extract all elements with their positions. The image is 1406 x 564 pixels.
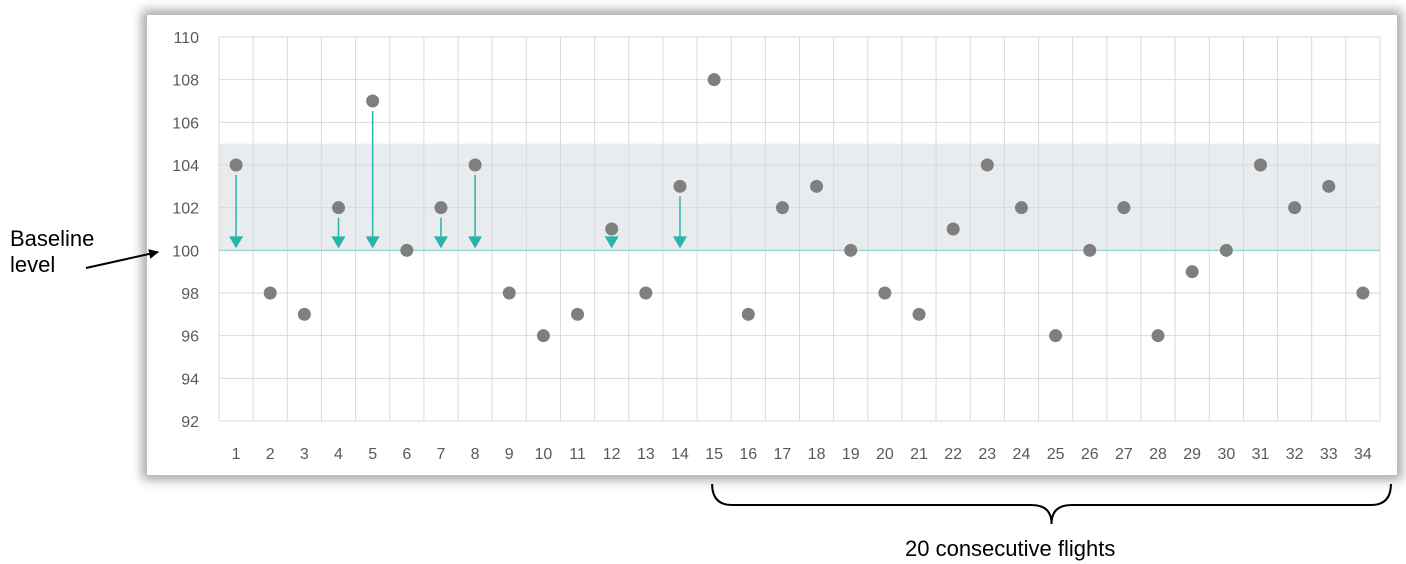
x-tick-label: 12	[603, 446, 621, 463]
data-point	[1356, 286, 1370, 300]
data-point	[912, 307, 926, 321]
x-tick-label: 32	[1286, 446, 1304, 463]
baseline-level-label: Baseline level	[10, 226, 94, 279]
data-point	[1288, 201, 1302, 215]
y-tick-label: 94	[181, 371, 199, 388]
points-layer	[229, 73, 1370, 343]
x-tick-label: 34	[1354, 446, 1372, 463]
y-tick-label: 98	[181, 286, 199, 303]
data-point	[1083, 243, 1097, 257]
x-tick-label: 28	[1149, 446, 1167, 463]
y-tick-label: 102	[172, 201, 199, 218]
chart-frame: 92 94 96 98 100 102 104 106 108 110 1 2 3 4 5 6 7 8 9 10 11…	[146, 14, 1398, 476]
x-tick-label: 9	[505, 446, 514, 463]
data-point	[946, 222, 960, 236]
data-point	[1322, 179, 1336, 193]
data-point	[1253, 158, 1267, 172]
data-point	[229, 158, 243, 172]
data-point	[332, 201, 346, 215]
y-tick-labels: 92 94 96 98 100 102 104 106 108 110	[172, 30, 199, 431]
data-point	[673, 179, 687, 193]
correction-arrow-head	[672, 236, 687, 249]
data-point	[536, 329, 550, 343]
data-point	[1049, 329, 1063, 343]
x-tick-label: 17	[774, 446, 792, 463]
y-tick-label: 100	[172, 243, 199, 260]
x-tick-label: 31	[1252, 446, 1270, 463]
x-tick-label: 26	[1081, 446, 1099, 463]
y-tick-label: 110	[173, 30, 199, 47]
x-tick-label: 2	[266, 446, 275, 463]
correction-arrow-head	[468, 236, 483, 249]
data-point	[741, 307, 755, 321]
x-tick-label: 18	[808, 446, 826, 463]
x-tick-label: 21	[910, 446, 928, 463]
y-tick-label: 92	[181, 414, 199, 431]
flights-brace	[711, 483, 1392, 525]
y-tick-label: 108	[172, 73, 199, 90]
x-tick-label: 4	[334, 446, 343, 463]
y-tick-label: 104	[172, 158, 199, 175]
data-point	[1219, 243, 1233, 257]
x-tick-labels: 1 2 3 4 5 6 7 8 9 10 11 12 13 14 15 16 17 18 19 20 21 22 23 24 2…	[232, 446, 1372, 463]
x-tick-label: 15	[705, 446, 723, 463]
y-tick-label: 106	[172, 115, 199, 132]
data-point	[639, 286, 653, 300]
x-tick-label: 30	[1217, 446, 1235, 463]
x-tick-label: 16	[739, 446, 757, 463]
data-point	[605, 222, 619, 236]
data-point	[844, 243, 858, 257]
x-tick-label: 27	[1115, 446, 1133, 463]
x-tick-label: 24	[1013, 446, 1031, 463]
correction-arrow-head	[365, 236, 380, 249]
correction-arrow-head	[433, 236, 448, 249]
data-point	[571, 307, 585, 321]
data-point	[1014, 201, 1028, 215]
x-tick-label: 29	[1183, 446, 1201, 463]
x-tick-label: 7	[437, 446, 446, 463]
x-tick-label: 3	[300, 446, 309, 463]
data-point	[1151, 329, 1165, 343]
data-point	[878, 286, 892, 300]
x-tick-label: 33	[1320, 446, 1338, 463]
x-tick-label: 11	[569, 446, 586, 463]
x-tick-label: 25	[1047, 446, 1065, 463]
data-point	[775, 201, 789, 215]
correction-arrow-head	[229, 236, 244, 249]
data-point	[468, 158, 482, 172]
data-point	[980, 158, 994, 172]
grid-layer	[218, 36, 1381, 422]
x-tick-label: 5	[368, 446, 377, 463]
correction-arrow-head	[604, 236, 619, 249]
correction-arrow-head	[331, 236, 346, 249]
data-point	[263, 286, 277, 300]
data-point	[707, 73, 721, 87]
data-point	[1185, 265, 1199, 279]
x-tick-label: 13	[637, 446, 655, 463]
x-tick-label: 19	[842, 446, 860, 463]
x-tick-label: 1	[232, 446, 241, 463]
y-tick-label: 96	[181, 329, 199, 346]
x-tick-label: 23	[978, 446, 996, 463]
data-point	[502, 286, 516, 300]
arrows-layer	[229, 111, 687, 249]
data-point	[810, 179, 824, 193]
x-tick-label: 8	[471, 446, 480, 463]
data-point	[434, 201, 448, 215]
data-point	[400, 243, 414, 257]
data-point	[1117, 201, 1131, 215]
x-tick-label: 20	[876, 446, 894, 463]
x-tick-label: 14	[671, 446, 689, 463]
x-tick-label: 22	[944, 446, 962, 463]
baseline-level-text: Baseline level	[10, 226, 95, 278]
data-point	[297, 307, 311, 321]
x-tick-label: 6	[402, 446, 411, 463]
x-tick-label: 10	[534, 446, 552, 463]
brace-label-text: 20 consecutive flights	[905, 536, 1116, 561]
brace-label: 20 consecutive flights	[905, 536, 1115, 562]
data-point	[366, 94, 380, 108]
